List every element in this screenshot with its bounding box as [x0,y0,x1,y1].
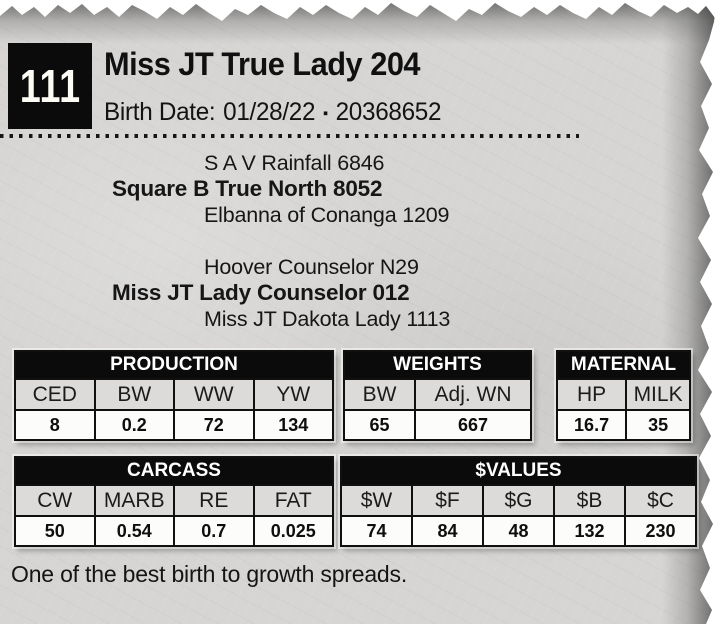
birth-info-line: Birth Date: 01/28/22 ▪ 20368652 [104,98,441,127]
value-yw: 134 [252,409,334,441]
weights-table-title: WEIGHTS [343,350,532,380]
lot-number: 111 [19,60,81,112]
value-ww: 72 [173,409,255,441]
col-header-fat: FAT [252,484,334,517]
production-table-title: PRODUCTION [14,350,334,380]
value-dollar-g: 48 [482,515,555,547]
value-dollar-w: 74 [340,515,413,547]
value-bw: 0.2 [93,409,175,441]
value-birth-weight: 65 [342,409,417,441]
col-header-ced: CED [14,378,96,411]
col-header-adj-wn: Adj. WN [414,378,532,411]
value-dollar-c: 230 [624,515,697,547]
dollar-values-table: $VALUES $W $F $G $B $C 74 84 48 132 230 [340,456,697,547]
value-fat: 0.025 [252,515,334,547]
col-header-dollar-f: $F [411,484,484,517]
weights-table: WEIGHTS BW Adj. WN 65 667 [342,350,532,441]
value-dollar-f: 84 [411,515,484,547]
col-header-marb: MARB [93,484,175,517]
value-milk: 35 [625,409,691,441]
birth-date-label: Birth Date: [104,98,216,126]
pedigree-group-gap [0,228,700,254]
col-header-milk: MILK [625,378,691,411]
col-header-ww: WW [173,378,255,411]
carcass-table: CARCASS CW MARB RE FAT 50 0.54 0.7 0.025 [14,456,334,547]
col-header-bw: BW [93,378,175,411]
col-header-birth-weight: BW [342,378,417,411]
col-header-cw: CW [14,484,96,517]
pedigree-dam-sire: Hoover Counselor N29 [204,255,419,279]
lot-number-badge: 111 [8,43,92,129]
footnote: One of the best birth to growth spreads. [11,561,408,587]
value-adj-wn: 667 [414,409,532,441]
col-header-re: RE [173,484,255,517]
maternal-table-title: MATERNAL [556,350,691,380]
animal-name-title: Miss JT True Lady 204 [104,46,421,82]
value-dollar-b: 132 [553,515,626,547]
value-cw: 50 [14,515,96,547]
value-ced: 8 [14,409,96,441]
col-header-hp: HP [555,378,628,411]
pedigree-sire-dam: Elbanna of Conanga 1209 [204,203,450,227]
dollar-values-table-title: $VALUES [340,456,697,486]
registration-number: 20368652 [335,98,442,126]
pedigree-sire: Square B True North 8052 [112,176,383,201]
square-bullet-separator: ▪ [322,105,328,122]
col-header-dollar-c: $C [624,484,697,517]
pedigree-dam: Miss JT Lady Counselor 012 [112,280,410,305]
col-header-dollar-b: $B [553,484,626,517]
col-header-dollar-w: $W [340,484,413,517]
maternal-table: MATERNAL HP MILK 16.7 35 [555,350,691,441]
pedigree-section: S A V Rainfall 6846 Square B True North … [0,150,700,332]
value-re: 0.7 [173,515,255,547]
production-table: PRODUCTION CED BW WW YW 8 0.2 72 134 [14,350,334,441]
birth-date-value: 01/28/22 [223,98,316,126]
pedigree-sire-sire: S A V Rainfall 6846 [204,151,385,175]
value-hp: 16.7 [555,409,628,441]
pedigree-dam-dam: Miss JT Dakota Lady 1113 [204,307,451,331]
carcass-table-title: CARCASS [14,456,334,486]
dotted-divider [0,134,579,138]
col-header-yw: YW [252,378,334,411]
col-header-dollar-g: $G [482,484,555,517]
value-marb: 0.54 [93,515,175,547]
